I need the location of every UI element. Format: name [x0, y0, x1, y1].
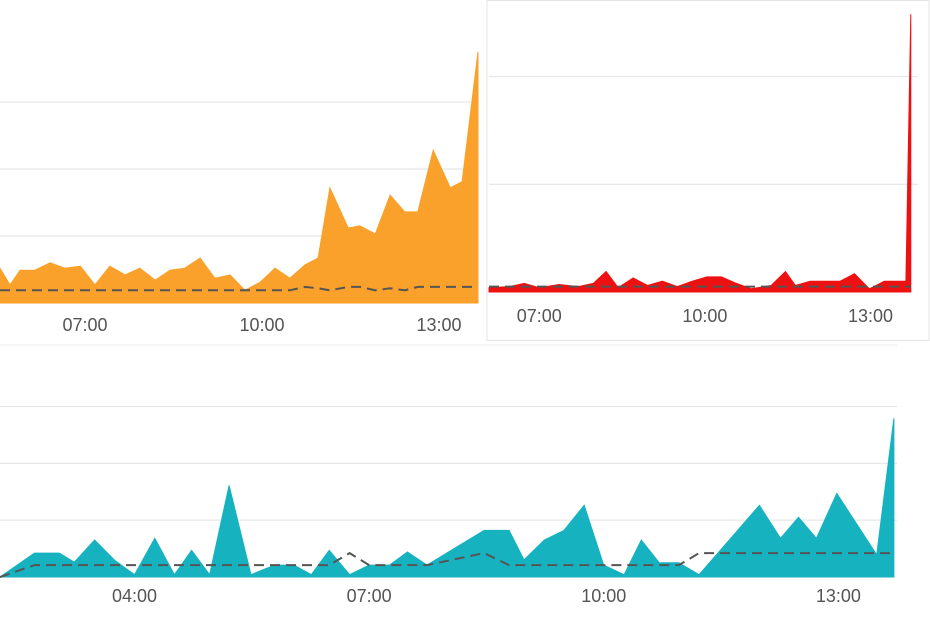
x-tick-label: 10:00	[682, 306, 727, 326]
area	[0, 51, 479, 304]
x-tick-label: 07:00	[62, 315, 107, 335]
x-tick-label: 13:00	[848, 306, 893, 326]
area	[488, 14, 912, 293]
baseline-line	[0, 285, 478, 292]
x-tick-label: 13:00	[417, 315, 462, 335]
x-tick-label: 10:00	[239, 315, 284, 335]
x-tick-label: 07:00	[517, 306, 562, 326]
x-tick-label: 04:00	[112, 586, 157, 606]
baseline-line	[0, 551, 894, 578]
x-tick-label: 07:00	[347, 586, 392, 606]
x-tick-label: 10:00	[581, 586, 626, 606]
x-tick-label: 13:00	[816, 586, 861, 606]
